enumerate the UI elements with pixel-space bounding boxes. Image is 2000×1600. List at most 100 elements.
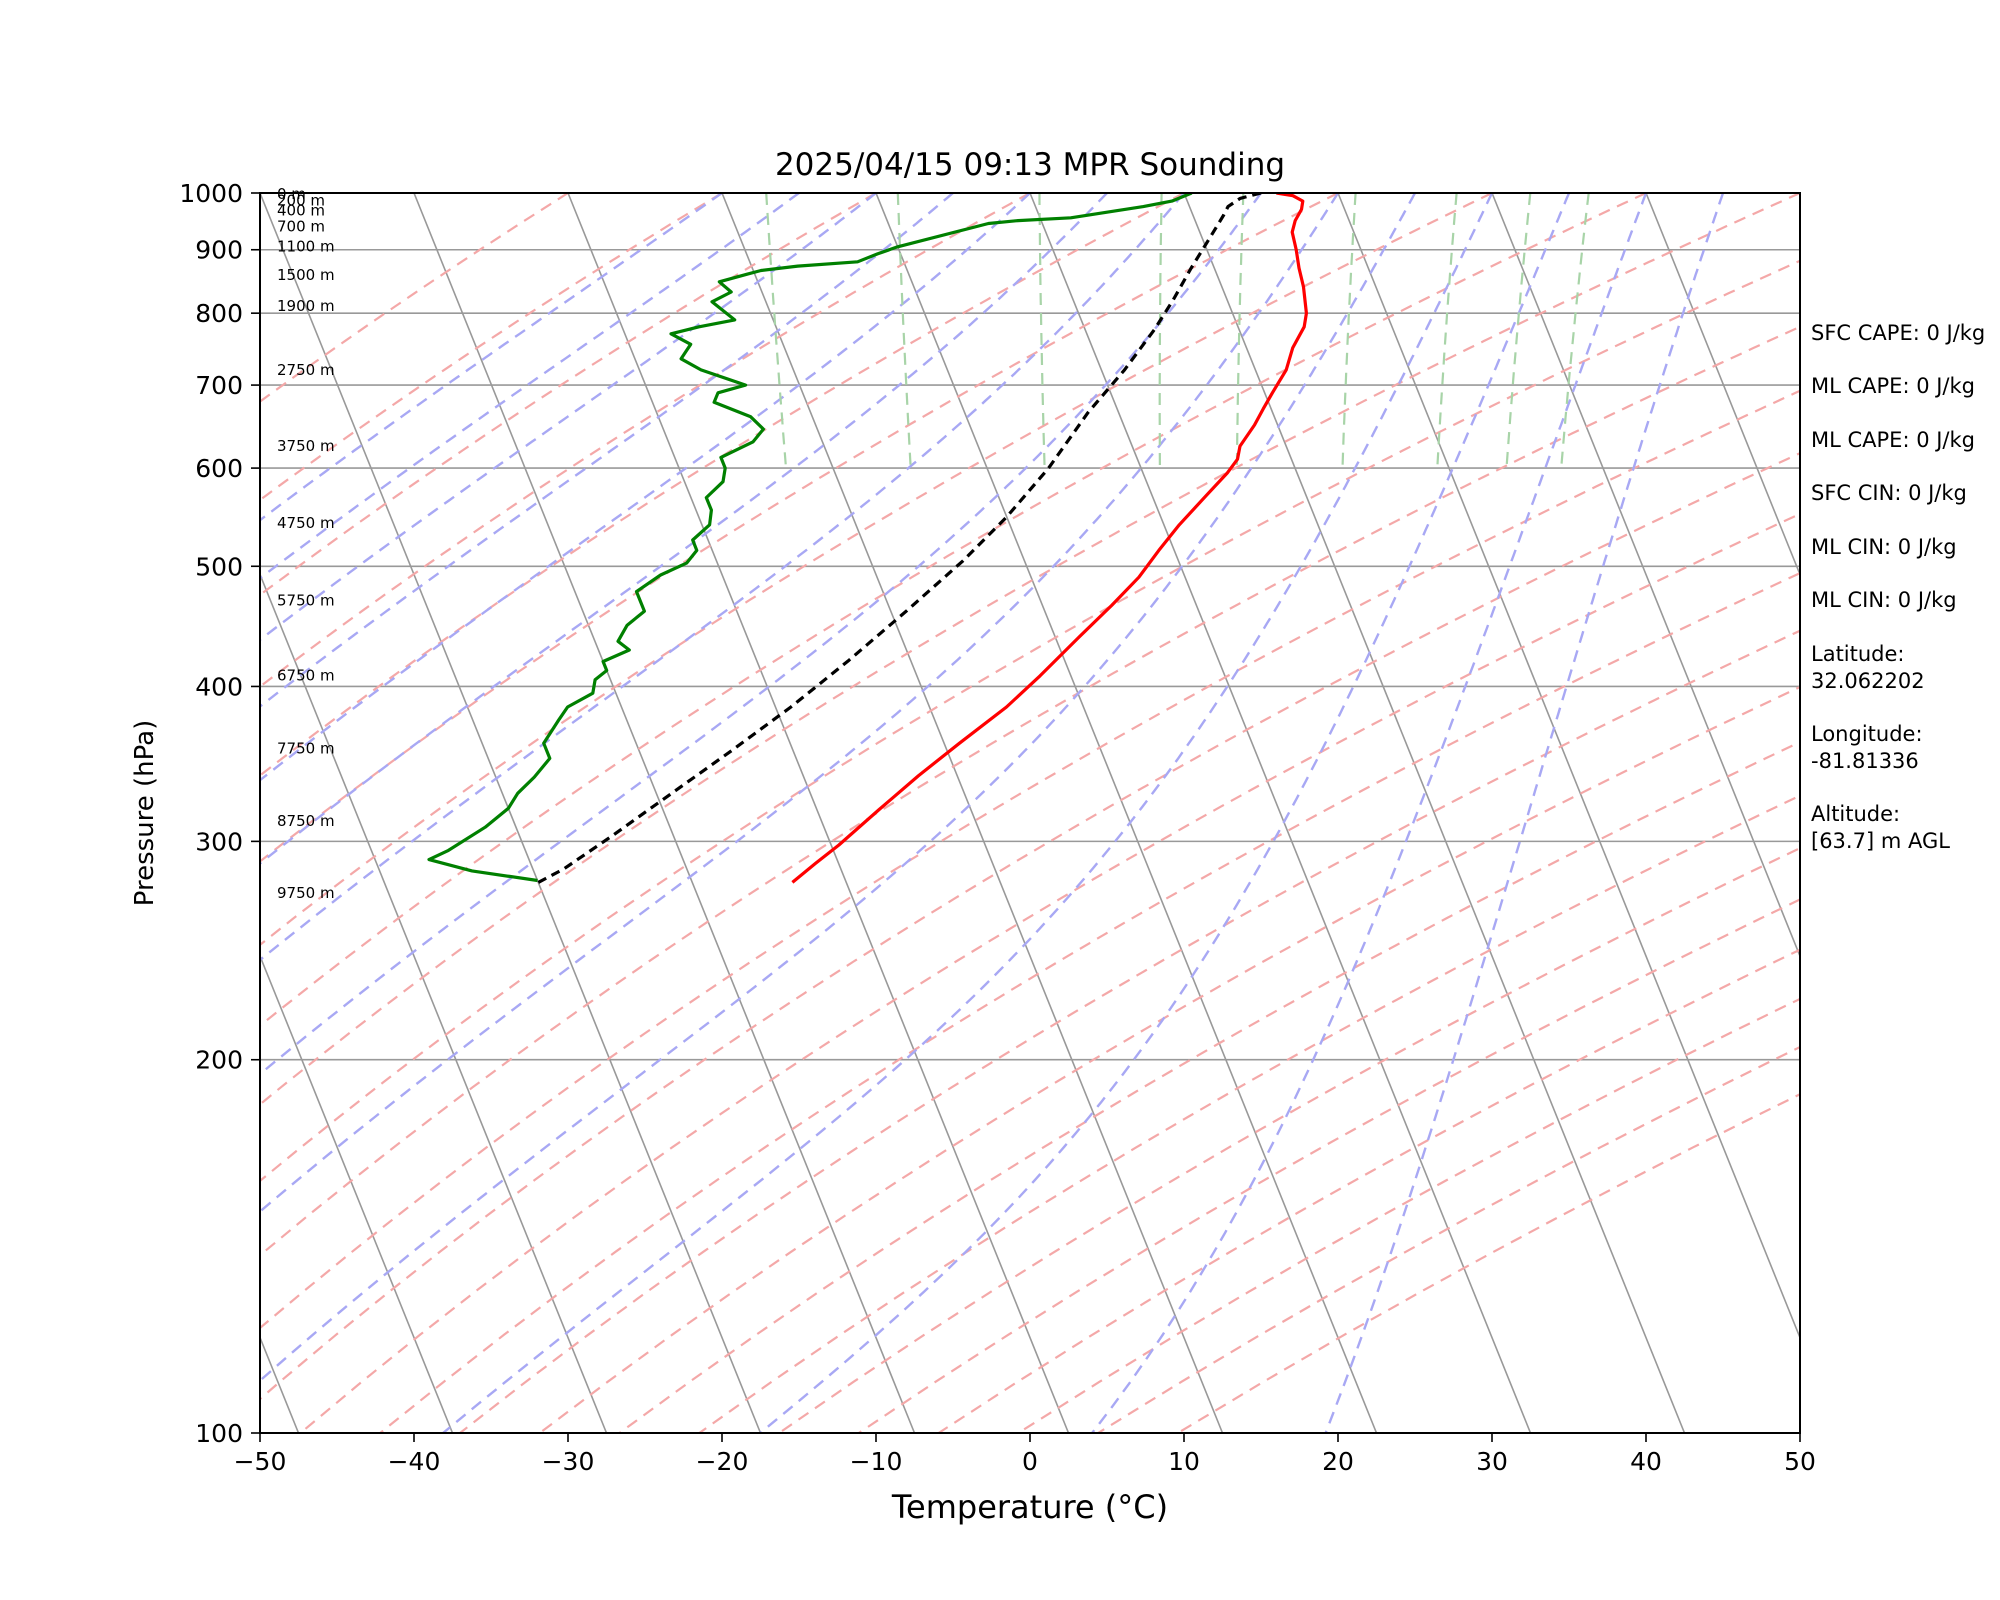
- ml-cape-text: ML CAPE: 0 J/kg: [1811, 374, 1975, 398]
- chart-title: 2025/04/15 09:13 MPR Sounding: [775, 147, 1285, 183]
- ml-cape-text-2: ML CAPE: 0 J/kg: [1811, 428, 1975, 452]
- isotherm-line: [1029, 193, 1532, 1433]
- altitude-label: Altitude:: [1811, 802, 1900, 826]
- x-tick-label: 30: [1476, 1447, 1508, 1476]
- background-lines: [0, 193, 1800, 1433]
- y-tick-label: 600: [195, 454, 243, 483]
- dry-adiabat: [260, 193, 1800, 1106]
- longitude-label: Longitude:: [1811, 722, 1923, 746]
- x-tick-label: 20: [1322, 1447, 1354, 1476]
- isotherm-line: [567, 193, 1070, 1433]
- y-tick-label: 300: [195, 827, 243, 856]
- moist-adiabat: [442, 193, 1494, 1433]
- ml-cin-text-2: ML CIN: 0 J/kg: [1811, 588, 1957, 612]
- height-label: 3750 m: [277, 437, 335, 455]
- dry-adiabat: [260, 193, 1647, 1028]
- y-tick-label: 500: [195, 552, 243, 581]
- isotherm-line: [721, 193, 1224, 1433]
- sfc-cin-text: SFC CIN: 0 J/kg: [1811, 481, 1967, 505]
- y-axis-label: Pressure (hPa): [130, 720, 160, 907]
- y-tick-label: 700: [195, 371, 243, 400]
- dry-adiabat: [459, 629, 1800, 1433]
- latitude-label: Latitude:: [1811, 642, 1905, 666]
- moist-adiabat: [260, 193, 1340, 1214]
- ml-cin-text: ML CIN: 0 J/kg: [1811, 535, 1957, 559]
- height-label: 1900 m: [277, 297, 335, 315]
- temperature-line: [791, 193, 1308, 884]
- dry-adiabat: [260, 193, 877, 597]
- height-label: 8750 m: [277, 812, 335, 830]
- mixing-ratio-line: [765, 193, 788, 469]
- height-label: 1100 m: [277, 238, 335, 256]
- isotherm-line: [1645, 193, 1800, 577]
- x-axis-label: Temperature (°C): [891, 1488, 1168, 1526]
- dry-adiabat: [260, 193, 1493, 947]
- dry-adiabat: [379, 571, 1800, 1433]
- dry-adiabat: [260, 193, 569, 403]
- mixing-ratio-line: [896, 193, 912, 469]
- x-tick-label: 50: [1784, 1447, 1816, 1476]
- parcel-line: [537, 193, 1262, 884]
- dry-adiabat: [260, 193, 1339, 863]
- dry-adiabat: [260, 193, 723, 502]
- moist-adiabat: [1324, 193, 1725, 1433]
- x-axis-ticks: −50 −40 −30 −20 −10 0 10 20 30 40 50: [234, 1433, 1816, 1476]
- x-tick-label: 10: [1168, 1447, 1200, 1476]
- moist-adiabat: [260, 193, 1185, 962]
- x-tick-label: −30: [542, 1447, 595, 1476]
- isotherm-line: [1491, 193, 1800, 959]
- y-tick-label: 200: [195, 1046, 243, 1075]
- dry-adiabat: [778, 846, 1800, 1433]
- height-label: 400 m: [277, 201, 325, 219]
- y-tick-label: 1000: [179, 179, 243, 208]
- moist-adiabat: [260, 193, 877, 642]
- dry-adiabat: [618, 740, 1800, 1433]
- height-label: 4750 m: [277, 514, 335, 532]
- mixing-ratio-line: [1341, 193, 1357, 469]
- x-tick-label: 0: [1022, 1447, 1038, 1476]
- isotherm-line: [1337, 193, 1800, 1340]
- moist-adiabat: [260, 193, 1262, 1076]
- height-label: 1500 m: [277, 266, 335, 284]
- altitude-value: [63.7] m AGL: [1811, 829, 1950, 853]
- indices-panel: SFC CAPE: 0 J/kg ML CAPE: 0 J/kg ML CAPE…: [1811, 321, 1985, 853]
- dry-adiabat: [260, 259, 1800, 1183]
- dry-adiabat: [299, 512, 1800, 1433]
- moist-adiabat: [260, 193, 1108, 866]
- height-label: 2750 m: [277, 361, 335, 379]
- moist-adiabat: [1091, 193, 1648, 1433]
- height-label: 5750 m: [277, 592, 335, 610]
- dry-adiabat: [260, 193, 1185, 777]
- isotherm-line: [260, 572, 608, 1433]
- isotherm-line: [260, 953, 454, 1433]
- isotherm-line: [0, 193, 145, 1433]
- dewpoint-line: [427, 193, 1193, 883]
- y-tick-label: 400: [195, 672, 243, 701]
- sfc-cape-text: SFC CAPE: 0 J/kg: [1811, 321, 1985, 345]
- height-label: 9750 m: [277, 884, 335, 902]
- x-tick-label: −20: [696, 1447, 749, 1476]
- y-tick-label: 800: [195, 299, 243, 328]
- dry-adiabat: [260, 325, 1800, 1257]
- height-label: 7750 m: [277, 740, 335, 758]
- x-tick-label: −10: [850, 1447, 903, 1476]
- height-label: 6750 m: [277, 666, 335, 684]
- height-labels: 9750 m 8750 m 7750 m 6750 m 5750 m 4750 m 3750…: [277, 185, 335, 902]
- y-tick-label: 900: [195, 236, 243, 265]
- dry-adiabat: [539, 685, 1800, 1433]
- isotherm-line: [413, 193, 916, 1433]
- x-tick-label: −50: [234, 1447, 287, 1476]
- sounding-lines: [427, 193, 1308, 884]
- latitude-value: 32.062202: [1811, 669, 1925, 693]
- isotherm-line: [1183, 193, 1686, 1433]
- moist-adiabat: [260, 193, 1417, 1383]
- moist-adiabat: [260, 193, 723, 522]
- dry-adiabat: [858, 898, 1800, 1433]
- x-tick-label: −40: [388, 1447, 441, 1476]
- moist-adiabat: [260, 193, 1031, 782]
- height-label: 700 m: [277, 218, 325, 236]
- dry-adiabat: [698, 794, 1800, 1433]
- mixing-ratio-line: [1158, 193, 1163, 469]
- mixing-ratio-line: [1560, 193, 1590, 469]
- longitude-value: -81.81336: [1811, 749, 1919, 773]
